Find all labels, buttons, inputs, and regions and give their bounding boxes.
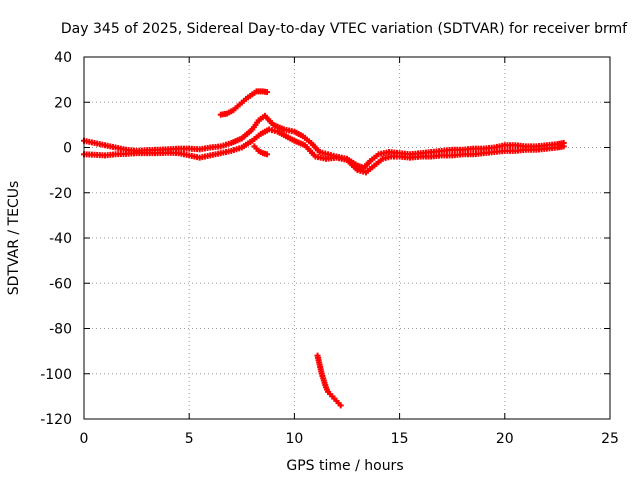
x-axis-title: GPS time / hours [286, 458, 403, 474]
x-tick-label: 5 [185, 431, 194, 447]
data-points [81, 88, 567, 409]
y-tick-label: 20 [54, 95, 72, 111]
grid [84, 57, 610, 419]
data-point [337, 402, 344, 409]
data-point [264, 89, 271, 96]
y-tick-label: 0 [63, 141, 72, 157]
x-tick-label: 0 [80, 431, 89, 447]
y-axis-title: SDTVAR / TECUs [6, 181, 22, 296]
data-point [264, 151, 271, 158]
y-tick-label: -80 [49, 322, 72, 338]
chart-title: Day 345 of 2025, Sidereal Day-to-day VTE… [61, 21, 628, 37]
x-tick-label: 10 [285, 431, 303, 447]
y-tick-label: -120 [40, 412, 72, 428]
plot-frame [83, 56, 611, 420]
data-point [560, 143, 567, 150]
y-tick-labels: 40 20 0 -20 -40 -60 -80 -100 -120 [40, 50, 72, 428]
y-tick-label: -100 [40, 367, 72, 383]
y-tick-label: -40 [49, 231, 72, 247]
x-tick-labels: 0 5 10 15 20 25 [80, 431, 619, 447]
x-tick-label: 20 [496, 431, 514, 447]
y-tick-label: 40 [54, 50, 72, 66]
tick-marks [83, 56, 611, 420]
x-tick-label: 15 [391, 431, 409, 447]
x-tick-label: 25 [601, 431, 619, 447]
y-tick-label: -60 [49, 276, 72, 292]
y-tick-label: -20 [49, 186, 72, 202]
